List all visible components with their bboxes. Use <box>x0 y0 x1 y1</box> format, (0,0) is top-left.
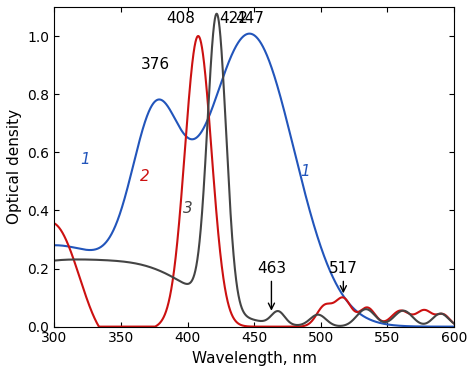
Text: 1: 1 <box>300 163 310 179</box>
Text: 517: 517 <box>329 261 358 292</box>
Y-axis label: Optical density: Optical density <box>7 109 22 224</box>
Text: 2: 2 <box>140 169 150 184</box>
Text: 463: 463 <box>257 261 286 309</box>
Text: 447: 447 <box>236 11 264 26</box>
X-axis label: Wavelength, nm: Wavelength, nm <box>191 351 317 366</box>
Text: 1: 1 <box>80 152 90 167</box>
Text: 3: 3 <box>182 201 192 216</box>
Text: 376: 376 <box>141 57 170 72</box>
Text: 422: 422 <box>219 11 248 26</box>
Text: 408: 408 <box>167 11 195 26</box>
